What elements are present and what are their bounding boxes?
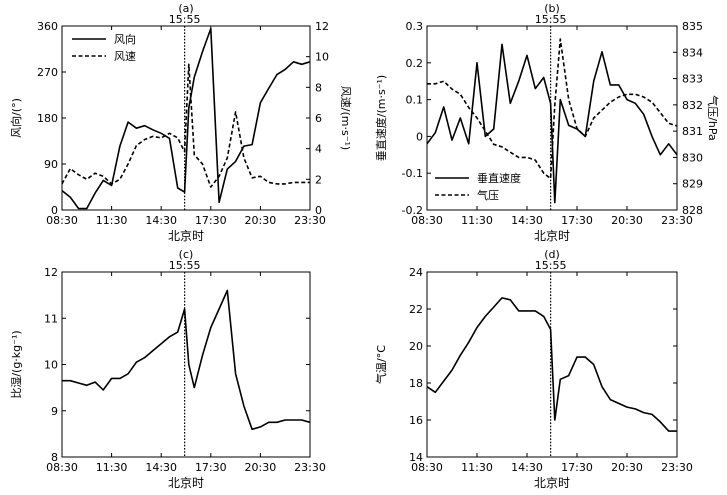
x-tick-label: 20:30 [245,214,277,227]
x-tick-label: 08:30 [46,461,78,474]
y-tick-label-left: 9 [51,405,58,418]
y-tick-label-right: 6 [315,112,322,125]
y-tick-label-right: 0 [315,204,322,217]
panel-label: (c) [179,248,194,261]
x-tick-label: 14:30 [145,214,177,227]
y-tick-label-right: 833 [682,73,703,86]
x-tick-label: 17:30 [561,214,593,227]
legend-label: 风向 [114,32,136,46]
y-tick-label-left: 90 [44,158,58,171]
y-tick-label-right: 12 [315,20,329,33]
y-tick-label-right: 10 [315,51,329,64]
legend-label: 风速 [114,50,136,63]
panel-label: (b) [544,2,560,15]
y-axis-label-left: 风向/(°) [9,98,23,138]
plot-frame [61,271,311,458]
panel-label: (d) [544,248,560,261]
y-tick-label-right: 829 [682,178,703,191]
x-tick-label: 23:30 [294,461,326,474]
y-tick-label-left: 12 [44,266,58,279]
x-tick-label: 11:30 [461,214,493,227]
y-tick-label-left: 180 [37,112,58,125]
series-line-solid [426,43,678,204]
x-axis-label: 北京时 [534,229,570,243]
event-time-label: 15:55 [535,13,567,26]
x-tick-label: 23:30 [661,214,693,227]
panel-b: (b)15:55 08:30 11:30 14:30 17:30 20:30 23:30 北京… [374,2,720,243]
y-tick-label-left: 0 [51,204,58,217]
y-tick-label-left: 16 [409,414,423,427]
y-tick-label-left: 11 [44,312,58,325]
legend-label: 垂直速度 [477,171,521,185]
y-tick-label-left: 0.1 [406,94,424,107]
event-time-label: 15:55 [169,13,201,26]
x-axis-label: 北京时 [534,476,570,490]
y-tick-label-left: 0.2 [406,57,424,70]
x-axis-label: 北京时 [168,229,204,243]
x-tick-label: 11:30 [96,214,128,227]
y-tick-label-left: 20 [409,340,423,353]
y-tick-label-left: 270 [37,66,58,79]
x-tick-label: 17:30 [561,461,593,474]
event-time-label: 15:55 [535,259,567,272]
x-tick-label: 08:30 [46,214,78,227]
plot-frame [426,271,678,458]
x-tick-label: 20:30 [245,461,277,474]
y-axis-label-left: 垂直速度/(m·s⁻¹) [374,75,388,161]
y-tick-label-right: 2 [315,173,322,186]
x-tick-label: 23:30 [294,214,326,227]
y-tick-label-left: 18 [409,377,423,390]
y-tick-label-right: 828 [682,204,703,217]
y-tick-label-right: 8 [315,81,322,94]
y-tick-label-left: 8 [51,451,58,464]
x-tick-label: 08:30 [411,461,443,474]
panel-d: (d)15:55 08:30 11:30 14:30 17:30 20:30 23:30 北京… [374,248,693,490]
x-tick-label: 08:30 [411,214,443,227]
x-tick-label: 17:30 [195,214,227,227]
y-tick-label-left: -0.1 [402,167,423,180]
x-tick-label: 14:30 [145,461,177,474]
y-tick-label-right: 835 [682,20,703,33]
y-tick-label-left: 24 [409,266,423,279]
y-tick-label-right: 831 [682,125,703,138]
y-tick-label-right: 832 [682,99,703,112]
series-line-solid [62,289,311,431]
legend-label: 气压 [477,188,499,202]
y-tick-label-left: 10 [44,359,58,372]
series-line-dashed [427,38,678,180]
event-time-label: 15:55 [169,259,201,272]
y-tick-label-right: 4 [315,143,322,156]
panel-c: (c)15:55 08:30 11:30 14:30 17:30 20:30 23:30 北京… [10,248,326,490]
y-tick-label-left: 0.3 [406,20,424,33]
y-axis-label-left: 气温/°C [374,345,388,384]
x-tick-label: 14:30 [511,461,543,474]
y-tick-label-left: -0.2 [402,204,423,217]
y-tick-label-left: 360 [37,20,58,33]
y-tick-label-right: 834 [682,46,703,59]
x-tick-label: 23:30 [661,461,693,474]
y-axis-label-right: 气压/hPa [706,95,720,141]
y-axis-label-right: 风速/(m·s⁻¹) [339,86,352,150]
panel-label: (a) [178,2,193,15]
x-axis-label: 北京时 [168,476,204,490]
series-line-solid [61,27,311,210]
y-tick-label-right: 830 [682,151,703,164]
plot-frame [426,25,678,211]
y-tick-label-left: 0 [416,130,423,143]
x-tick-label: 11:30 [461,461,493,474]
x-tick-label: 20:30 [611,214,643,227]
x-tick-label: 11:30 [96,461,128,474]
y-tick-label-left: 22 [409,303,423,316]
x-tick-label: 20:30 [611,461,643,474]
panel-a: (a)15:55 08:30 11:30 14:30 17:30 20:30 23:30 北京… [9,2,352,243]
y-tick-label-left: 14 [409,451,423,464]
series-line-solid [426,297,677,432]
x-tick-label: 17:30 [195,461,227,474]
y-axis-label-left: 比湿/(g·kg⁻¹) [10,330,23,398]
x-tick-label: 14:30 [511,214,543,227]
